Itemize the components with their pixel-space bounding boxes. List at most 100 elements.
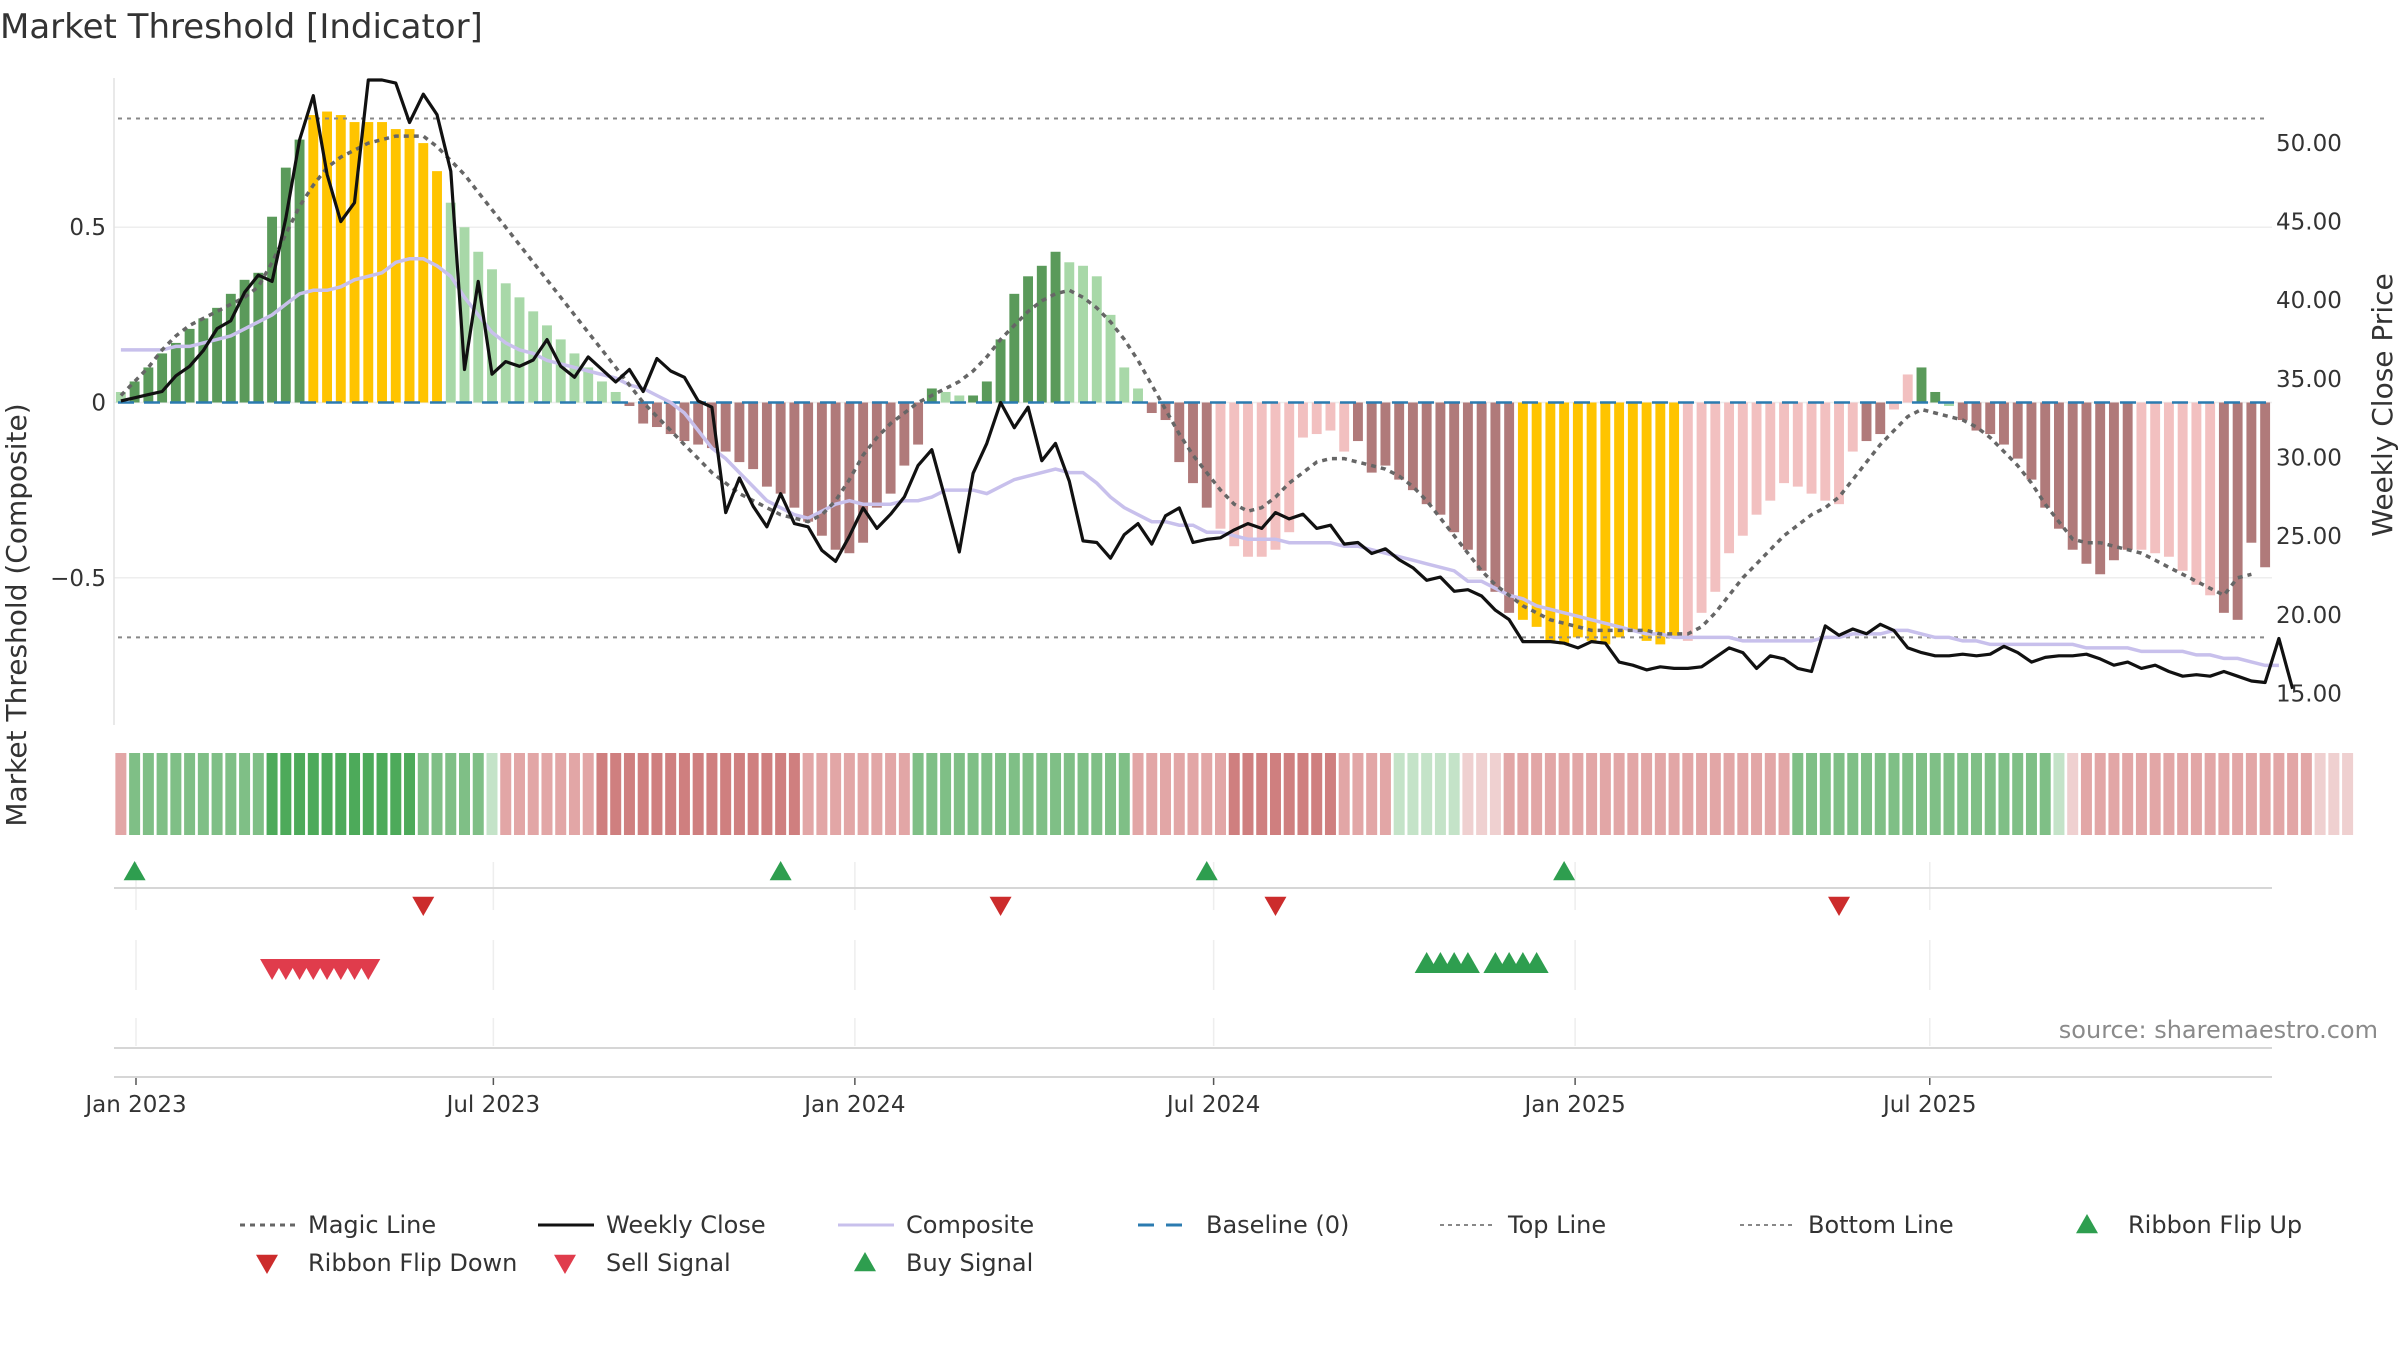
ribbon-cell	[857, 753, 869, 835]
composite-bar	[2205, 402, 2216, 596]
sell-signal-marker	[356, 959, 381, 980]
ribbon-cell	[1833, 753, 1845, 835]
composite-bar	[1215, 402, 1226, 529]
composite-bar	[638, 402, 649, 424]
composite-bar	[1050, 251, 1061, 403]
ribbon-cell	[912, 753, 924, 835]
ribbon-cell	[1366, 753, 1378, 835]
composite-bar	[610, 391, 621, 403]
ribbon-cell	[678, 753, 690, 835]
composite-bar	[2150, 402, 2161, 554]
composite-bar	[816, 402, 827, 536]
ribbon-cell	[2190, 753, 2202, 835]
composite-bar	[1243, 402, 1253, 557]
ribbon-cell	[568, 753, 580, 835]
composite-bar	[253, 272, 264, 403]
composite-bar	[2054, 402, 2064, 529]
ribbon-cell	[802, 753, 814, 835]
composite-bar	[1779, 402, 1789, 484]
ribbon-cell	[1421, 753, 1433, 835]
composite-bar	[1737, 402, 1748, 536]
legend-item: Baseline (0)	[1138, 1211, 1349, 1239]
composite-bar	[748, 402, 759, 470]
composite-bar	[1435, 402, 1446, 515]
ribbon-cell	[706, 753, 718, 835]
ribbon-cell	[1641, 753, 1653, 835]
ribbon-cell	[885, 753, 897, 835]
ribbon-cell	[1957, 753, 1969, 835]
ribbon-cell	[1558, 753, 1570, 835]
ribbon-cell	[926, 753, 938, 835]
ribbon-cell	[1269, 753, 1281, 835]
ribbon-cell	[1764, 753, 1776, 835]
ribbon-cell	[1970, 753, 1982, 835]
ribbon-cell	[2273, 753, 2285, 835]
composite-bar	[308, 115, 319, 403]
ribbon-cell	[1613, 753, 1625, 835]
composite-bar	[1517, 402, 1528, 620]
x-tick-label: Jul 2025	[1881, 1092, 1977, 1118]
ribbon-cell	[541, 753, 553, 835]
composite-bar	[1820, 402, 1831, 501]
ribbon-cell	[1709, 753, 1721, 835]
composite-bar	[954, 395, 965, 403]
composite-bar	[445, 202, 456, 403]
composite-bar	[404, 129, 415, 403]
ribbon-cell	[1063, 753, 1075, 835]
ribbon-cell	[1393, 753, 1405, 835]
ribbon-cell	[2067, 753, 2079, 835]
y-axis-right-title: Weekly Close Price	[2366, 273, 2399, 536]
ribbon-cell	[2012, 753, 2024, 835]
y-axis-left-title: Market Threshold (Composite)	[0, 403, 33, 826]
composite-bar	[1847, 402, 1858, 452]
y-right-tick-label: 40.00	[2276, 288, 2342, 314]
ribbon-cell	[2245, 753, 2257, 835]
composite-bar	[1476, 402, 1487, 571]
ribbon-cell	[211, 753, 223, 835]
ribbon-cell	[775, 753, 787, 835]
legend-item: Magic Line	[240, 1211, 436, 1239]
composite-bar	[1957, 402, 1968, 421]
ribbon-cell	[349, 753, 361, 835]
ribbon-cell	[321, 753, 333, 835]
y-right-tick-label: 20.00	[2276, 603, 2342, 629]
composite-bar	[225, 293, 236, 403]
composite-bar	[679, 402, 690, 442]
ribbon-flip-up-marker	[769, 861, 792, 881]
composite-bar	[1394, 402, 1405, 480]
ribbon-cell	[596, 753, 608, 835]
ribbon-cell	[1338, 753, 1350, 835]
composite-bar	[981, 381, 992, 403]
ribbon-cell	[1434, 753, 1446, 835]
composite-bar	[1091, 276, 1102, 403]
composite-bar	[1078, 265, 1088, 403]
composite-bar	[1902, 374, 1913, 403]
ribbon-cell	[1324, 753, 1336, 835]
ribbon-cell	[981, 753, 993, 835]
y-right-tick-label: 45.00	[2276, 210, 2342, 236]
y-right-tick-label: 30.00	[2276, 446, 2342, 472]
ribbon-cell	[2342, 753, 2354, 835]
ribbon-cell	[1998, 753, 2010, 835]
composite-bar	[1586, 402, 1597, 641]
ribbon-cell	[1036, 753, 1048, 835]
ribbon-cell	[1668, 753, 1680, 835]
ribbon-cell	[1682, 753, 1694, 835]
composite-bar	[363, 122, 374, 403]
ribbon-cell	[2314, 753, 2326, 835]
ribbon-flip-down-marker	[1828, 896, 1851, 916]
legend-label: Composite	[906, 1211, 1034, 1239]
legend-item: Sell Signal	[554, 1249, 731, 1277]
ribbon-cell	[280, 753, 292, 835]
series-lines	[118, 78, 2295, 690]
ribbon-cell	[747, 753, 759, 835]
composite-bar	[390, 129, 401, 403]
ribbon-cell	[2232, 753, 2244, 835]
ribbon-cell	[197, 753, 209, 835]
composite-bar	[1889, 402, 1899, 410]
legend-item: Ribbon Flip Down	[256, 1249, 517, 1277]
ribbon-cell	[1242, 753, 1254, 835]
composite-bar	[1572, 402, 1583, 638]
composite-bar	[2163, 402, 2174, 557]
ribbon-cell	[2039, 753, 2051, 835]
